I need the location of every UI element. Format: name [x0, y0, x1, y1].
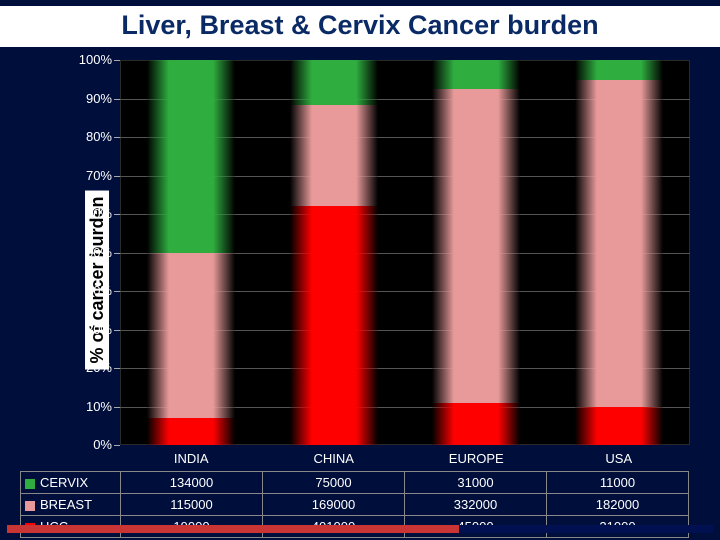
data-cell: 182000 — [547, 494, 689, 516]
footer-accent-red — [7, 525, 459, 533]
y-tick-label: 50% — [62, 245, 112, 260]
data-cell: 31000 — [405, 472, 547, 494]
legend-cell-breast: BREAST — [21, 494, 121, 516]
bar-segment-breast — [290, 105, 378, 206]
y-tick-label: 70% — [62, 168, 112, 183]
bar-segment-hcc — [290, 206, 378, 445]
data-cell: 134000 — [121, 472, 263, 494]
data-cell: 169000 — [263, 494, 405, 516]
y-tick-label: 90% — [62, 91, 112, 106]
footer-accent-blue — [459, 525, 713, 533]
bar-segment-cervix — [147, 60, 235, 253]
y-tick-label: 30% — [62, 322, 112, 337]
bar-segment-breast — [432, 89, 520, 402]
x-category-label: INDIA — [174, 451, 209, 466]
footer-accent-bar — [7, 525, 713, 533]
title-text: Liver, Breast & Cervix Cancer burden — [121, 10, 598, 40]
data-cell: 115000 — [121, 494, 263, 516]
chart-title: Liver, Breast & Cervix Cancer burden — [0, 6, 720, 47]
data-cell: 332000 — [405, 494, 547, 516]
legend-swatch-cervix — [25, 479, 35, 489]
legend-cell-cervix: CERVIX — [21, 472, 121, 494]
y-tick-label: 80% — [62, 129, 112, 144]
bar-segment-cervix — [575, 60, 663, 80]
y-tick-mark — [114, 445, 120, 446]
y-tick-label: 20% — [62, 360, 112, 375]
bar-segment-hcc — [575, 407, 663, 445]
y-tick-label: 0% — [62, 437, 112, 452]
bar-segment-breast — [575, 80, 663, 407]
data-cell: 11000 — [547, 472, 689, 494]
x-category-label: CHINA — [314, 451, 354, 466]
bar-segment-breast — [147, 253, 235, 418]
y-tick-mark — [114, 60, 120, 61]
x-category-label: EUROPE — [449, 451, 504, 466]
table-row: BREAST115000169000332000182000 — [21, 494, 689, 516]
bar-segment-hcc — [432, 403, 520, 445]
table-row: CERVIX134000750003100011000 — [21, 472, 689, 494]
x-category-label: USA — [605, 451, 632, 466]
y-tick-label: 100% — [62, 52, 112, 67]
bar-segment-cervix — [432, 60, 520, 89]
y-tick-label: 60% — [62, 206, 112, 221]
bar-segment-cervix — [290, 60, 378, 105]
y-tick-label: 10% — [62, 399, 112, 414]
y-tick-label: 40% — [62, 283, 112, 298]
data-cell: 75000 — [263, 472, 405, 494]
bar-segment-hcc — [147, 418, 235, 445]
legend-swatch-breast — [25, 501, 35, 511]
